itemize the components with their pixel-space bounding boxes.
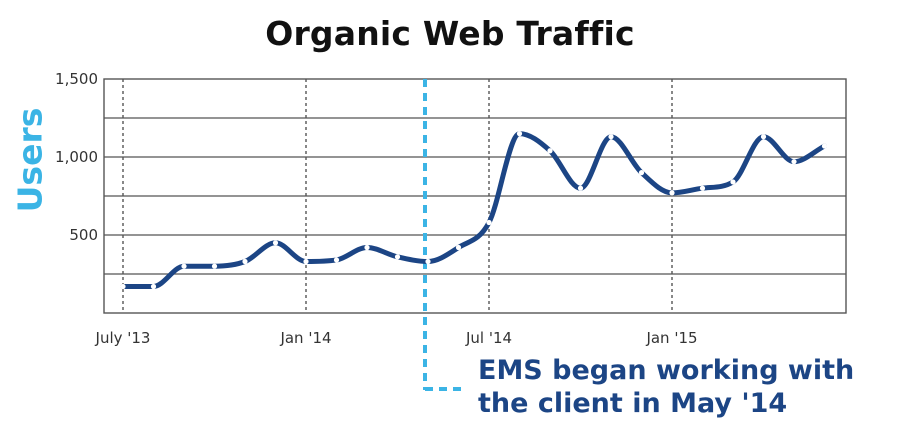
data-point [242,258,248,265]
data-point [730,179,736,185]
data-point [181,263,187,269]
data-point [760,134,767,140]
y-tick-label: 500 [69,226,98,244]
data-point [120,283,126,290]
data-point [425,258,431,265]
data-point [455,244,462,251]
data-point [699,185,706,191]
marker-layer [120,131,828,290]
data-point [211,263,218,269]
annotation-line-1: EMS began working with [478,355,855,386]
y-tick-label: 1,500 [55,70,98,88]
data-point [669,190,675,196]
data-point [303,258,309,265]
data-point [394,254,401,260]
data-point [791,159,797,165]
annotation-layer [423,79,467,391]
annotation-text: EMS began working with the client in May… [478,354,854,420]
annotation-line-2: the client in May '14 [478,388,788,419]
data-point [333,257,340,263]
data-point [608,134,614,140]
chart-title: Organic Web Traffic [265,14,635,53]
data-point [547,148,553,154]
data-point [638,170,645,176]
y-tick-label: 1,000 [55,148,98,166]
data-point [821,143,828,149]
data-point [486,219,492,226]
x-tick-label: Jan '15 [645,329,697,347]
x-tick-label: Jul '14 [465,329,512,347]
plot-frame [103,78,847,314]
data-point [272,240,279,246]
data-point [150,283,157,290]
grid-layer [103,78,847,314]
x-tick-label: Jan '14 [279,329,331,347]
data-point [516,131,523,137]
data-point [364,244,370,251]
x-tick-label: July '13 [95,329,151,347]
data-point [577,185,584,191]
tick-layer: July '13 Jan '14 Jul '14 Jan '15 500 1,000 1,5… [55,70,698,347]
